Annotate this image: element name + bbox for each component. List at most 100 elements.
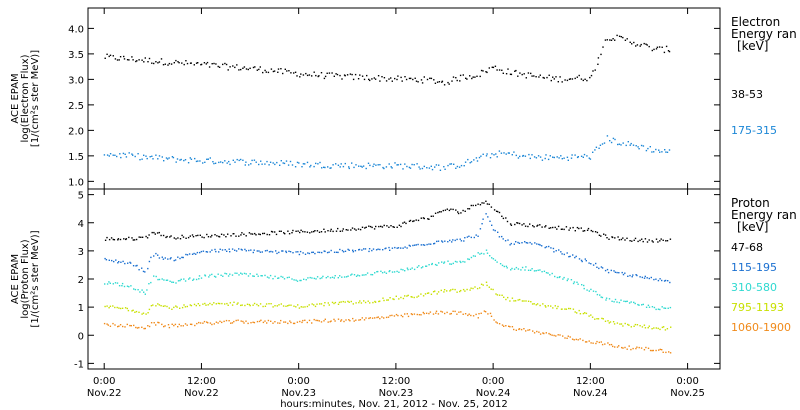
data-point — [144, 57, 146, 59]
data-point — [531, 243, 533, 245]
data-point — [600, 341, 602, 343]
data-point — [583, 284, 585, 287]
legend-entry: 795-1193 — [731, 301, 784, 314]
data-point — [465, 77, 467, 79]
data-point — [247, 322, 249, 325]
data-point — [264, 274, 266, 277]
data-point — [435, 164, 438, 166]
data-point — [234, 66, 236, 69]
data-point — [478, 313, 480, 315]
data-point — [231, 304, 234, 306]
data-point — [585, 260, 587, 262]
data-point — [584, 258, 586, 260]
data-point — [114, 306, 116, 309]
data-point — [396, 78, 398, 81]
data-point — [218, 235, 220, 238]
data-point — [351, 73, 353, 76]
data-point — [616, 322, 619, 324]
data-point — [505, 325, 507, 327]
data-point — [620, 323, 623, 325]
data-point — [133, 239, 136, 241]
data-point — [136, 327, 139, 329]
data-point — [584, 341, 587, 343]
data-point — [510, 269, 512, 271]
data-point — [539, 304, 541, 307]
data-point — [383, 77, 386, 79]
data-point — [126, 323, 128, 326]
data-point — [242, 320, 244, 323]
data-point — [206, 61, 209, 64]
data-point — [302, 252, 304, 254]
data-point — [503, 296, 505, 298]
data-point — [518, 222, 521, 225]
data-point — [144, 271, 146, 273]
data-point — [311, 322, 313, 324]
data-point — [238, 248, 240, 250]
data-point — [227, 304, 229, 306]
data-point — [607, 320, 609, 322]
data-point — [209, 302, 211, 305]
data-point — [548, 332, 550, 335]
data-point — [519, 155, 521, 158]
data-point — [640, 43, 642, 46]
data-point — [369, 79, 371, 82]
data-point — [200, 63, 203, 66]
data-point — [452, 208, 454, 211]
data-point — [188, 253, 191, 255]
data-point — [402, 247, 404, 249]
data-point — [309, 232, 311, 234]
data-point — [116, 155, 118, 158]
data-point — [489, 157, 492, 159]
data-point — [157, 254, 159, 256]
data-point — [180, 158, 182, 161]
data-point — [430, 165, 432, 167]
data-point — [539, 74, 541, 76]
data-point — [261, 251, 263, 253]
data-point — [197, 234, 199, 237]
data-point — [422, 295, 425, 297]
data-point — [135, 265, 137, 267]
data-point — [529, 269, 532, 271]
data-point — [482, 153, 484, 155]
data-point — [379, 164, 381, 166]
data-point — [106, 154, 109, 156]
data-point — [266, 276, 269, 278]
data-point — [282, 162, 284, 164]
data-point — [418, 265, 420, 267]
data-point — [130, 285, 132, 287]
data-point — [613, 270, 615, 272]
data-point — [444, 240, 446, 242]
data-point — [462, 74, 464, 76]
data-point — [429, 77, 431, 79]
data-point — [572, 254, 574, 256]
data-point — [368, 317, 370, 320]
data-point — [515, 69, 517, 72]
data-point — [166, 158, 169, 160]
data-point — [480, 312, 482, 314]
data-point — [552, 156, 554, 158]
data-point — [244, 248, 246, 251]
data-point — [374, 78, 377, 80]
data-point — [153, 231, 155, 234]
data-point — [181, 306, 184, 309]
data-point — [270, 230, 273, 233]
data-point — [385, 166, 388, 168]
data-point — [265, 303, 268, 305]
data-point — [594, 149, 596, 151]
data-point — [554, 305, 556, 307]
data-point — [347, 275, 349, 277]
data-point — [657, 327, 659, 330]
data-point — [424, 293, 427, 295]
data-point — [627, 275, 629, 277]
data-point — [197, 62, 199, 64]
data-point — [624, 39, 627, 41]
data-point — [226, 250, 228, 252]
data-point — [214, 162, 217, 164]
data-point — [425, 265, 427, 267]
data-point — [437, 211, 439, 214]
data-point — [147, 325, 149, 327]
data-point — [482, 70, 484, 72]
data-point — [375, 249, 378, 251]
data-point — [174, 323, 177, 326]
data-point — [287, 230, 289, 232]
